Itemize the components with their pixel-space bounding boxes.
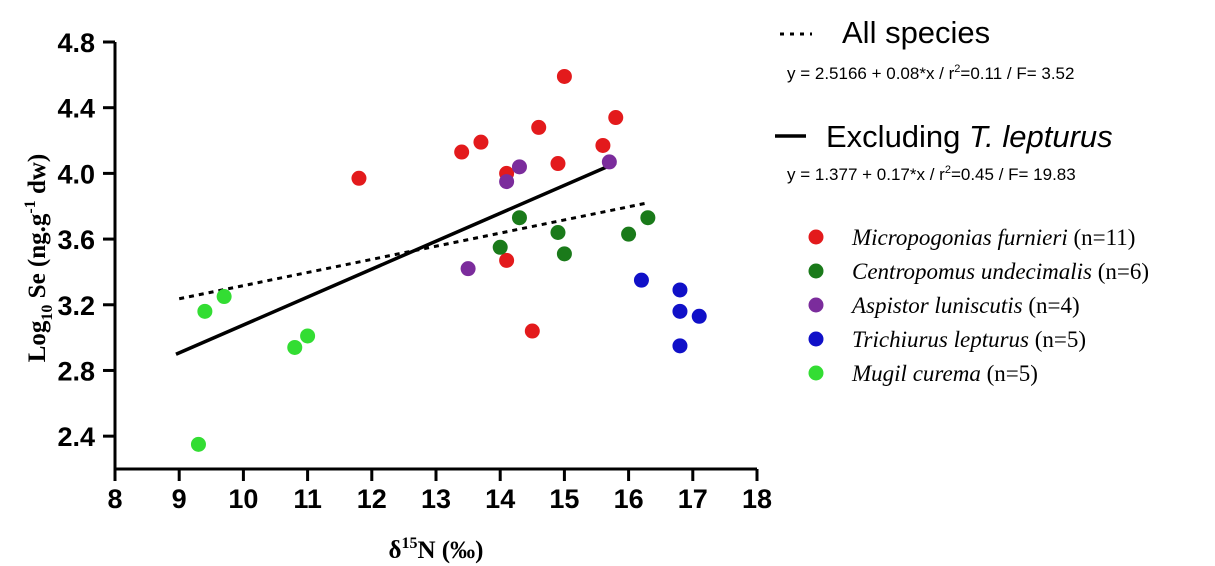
equation-all-species: y = 2.5166 + 0.08*x / r2=0.11 / F= 3.52 [787,63,1074,83]
x-tick-label: 14 [485,484,515,514]
y-tick-label: 3.6 [57,225,95,255]
data-point [691,308,707,324]
equation-excluding-pre: y = 1.377 + 0.17*x / r [787,165,945,184]
y-axis-title-sup: -1 [22,200,39,213]
legend-fit-all-species: All species [842,15,990,50]
data-point [473,134,489,150]
legend-entry: Trichiurus lepturus (n=5) [852,327,1086,352]
data-point [499,252,515,268]
legend-species-count: (n=5) [1029,327,1086,352]
x-tick-label: 11 [293,484,322,514]
x-tick-label: 9 [172,484,187,514]
legend-species-name: Aspistor luniscutis [850,293,1023,318]
legend-marker [808,297,824,313]
data-point [556,246,572,262]
data-point [621,226,637,242]
y-tick-label: 4.8 [57,28,95,58]
data-point [460,261,476,277]
legend-species-name: Mugil curema [851,361,981,386]
x-axis-title-suffix: N (‰) [418,537,484,564]
data-point [492,239,508,255]
fit-line-excluding [175,161,617,356]
data-point [608,110,624,126]
data-point [499,174,515,190]
data-point [197,303,213,319]
legend-species-name: Centropomus undecimalis [852,259,1092,284]
fit-legend: All species y = 2.5166 + 0.08*x / r2=0.1… [775,15,1113,184]
legend-marker [808,331,824,347]
equation-excluding-sup: 2 [945,164,951,176]
y-tick-label: 2.4 [57,422,95,452]
data-point [633,272,649,288]
equation-all-species-post: =0.11 / F= 3.52 [960,64,1074,83]
legend-entry: Mugil curema (n=5) [851,361,1038,386]
data-point [190,436,206,452]
legend-marker [808,365,824,381]
x-tick-label: 12 [357,484,387,514]
equation-excluding: y = 1.377 + 0.17*x / r2=0.45 / F= 19.83 [787,164,1076,184]
data-point [672,282,688,298]
data-point [595,137,611,153]
equation-all-species-pre: y = 2.5166 + 0.08*x / r [787,64,955,83]
y-axis-title-suffix: dw) [24,154,51,201]
legend-species-count: (n=5) [981,361,1038,386]
x-tick-label: 13 [421,484,451,514]
data-point [672,338,688,354]
data-points [190,68,707,452]
x-tick-label: 17 [678,484,708,514]
data-point [531,119,547,135]
x-axis-title: δ15N (‰) [389,535,484,564]
legend-entry: Aspistor luniscutis (n=4) [850,293,1080,318]
legend-marker [808,229,824,245]
x-tick-label: 8 [107,484,122,514]
x-axis-title-sup: 15 [402,535,418,552]
legend-species-name: Micropogonias furnieri [851,225,1068,250]
x-ticks: 8 9 10 11 12 13 14 15 16 17 18 [107,469,772,514]
y-tick-label: 2.8 [57,356,95,386]
legend-entry: Centropomus undecimalis (n=6) [852,259,1149,284]
data-point [300,328,316,344]
legend-fit-excluding-species: T. lepturus [969,119,1113,154]
legend-species-name: Trichiurus lepturus [852,327,1029,352]
y-tick-label: 4.4 [57,94,95,124]
data-point [511,159,527,175]
legend-species-count: (n=4) [1023,293,1080,318]
species-legend: Micropogonias furnieri (n=11) Centropomus… [808,225,1149,386]
legend-species-count: (n=11) [1068,225,1136,250]
y-axis-title-middle: Se (ng.g [24,213,51,304]
equation-all-species-sup: 2 [954,63,960,75]
data-point [287,339,303,355]
x-tick-label: 15 [549,484,579,514]
data-point [556,68,572,84]
y-ticks: 2.4 2.8 3.2 3.6 4.0 4.4 4.8 [57,28,115,452]
y-tick-label: 3.2 [57,291,95,321]
data-point [672,303,688,319]
equation-excluding-post: =0.45 / F= 19.83 [951,165,1076,184]
data-point [216,289,232,305]
x-tick-label: 16 [614,484,644,514]
y-axis-title: Log10 Se (ng.g-1 dw) [22,154,56,363]
data-point [524,323,540,339]
data-point [640,210,656,226]
plot-area: 8 9 10 11 12 13 14 15 16 17 18 2.4 2.8 3.2 3.6 4.0 4.4 4… [57,28,772,514]
legend-marker [808,263,824,279]
x-axis-title-prefix: δ [389,537,402,564]
fit-lines [175,161,649,356]
legend-fit-excluding: Excluding T. lepturus [826,119,1113,154]
data-point [550,225,566,241]
x-tick-label: 10 [228,484,258,514]
y-tick-label: 4.0 [57,159,95,189]
y-axis-title-sub: 10 [39,305,56,321]
data-point [351,170,367,186]
x-tick-label: 18 [742,484,772,514]
legend-entry: Micropogonias furnieri (n=11) [851,225,1135,250]
legend-fit-excluding-text: Excluding [826,119,960,154]
data-point [550,156,566,172]
data-point [511,210,527,226]
data-point [601,154,617,170]
y-axis-title-prefix: Log [24,320,51,362]
legend-species-count: (n=6) [1092,259,1149,284]
data-point [454,144,470,160]
